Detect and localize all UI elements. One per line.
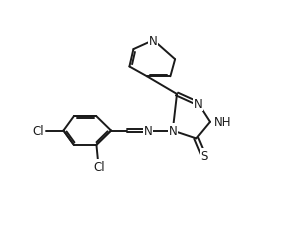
Text: N: N — [168, 124, 177, 137]
Text: N: N — [144, 124, 153, 137]
Text: Cl: Cl — [33, 124, 44, 137]
Text: N: N — [194, 98, 202, 110]
Text: NH: NH — [213, 116, 231, 129]
Text: S: S — [200, 149, 208, 162]
Text: N: N — [149, 34, 158, 47]
Text: Cl: Cl — [93, 160, 105, 173]
